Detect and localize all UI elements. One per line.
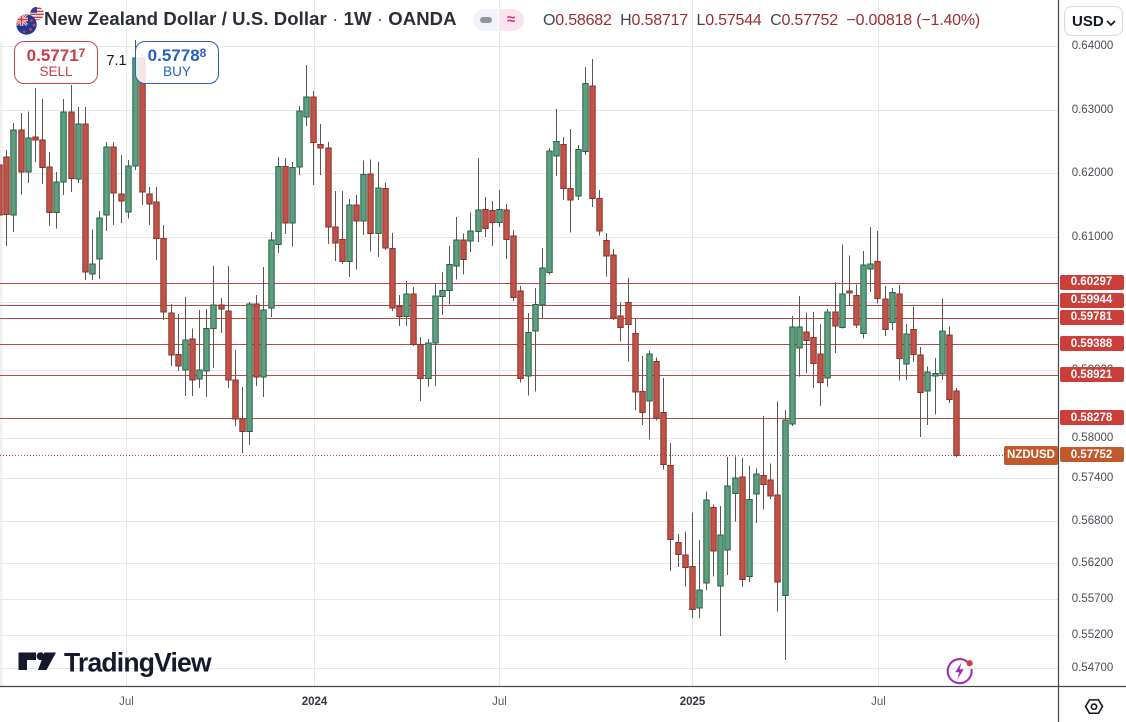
svg-text:TradingView: TradingView — [64, 648, 212, 678]
